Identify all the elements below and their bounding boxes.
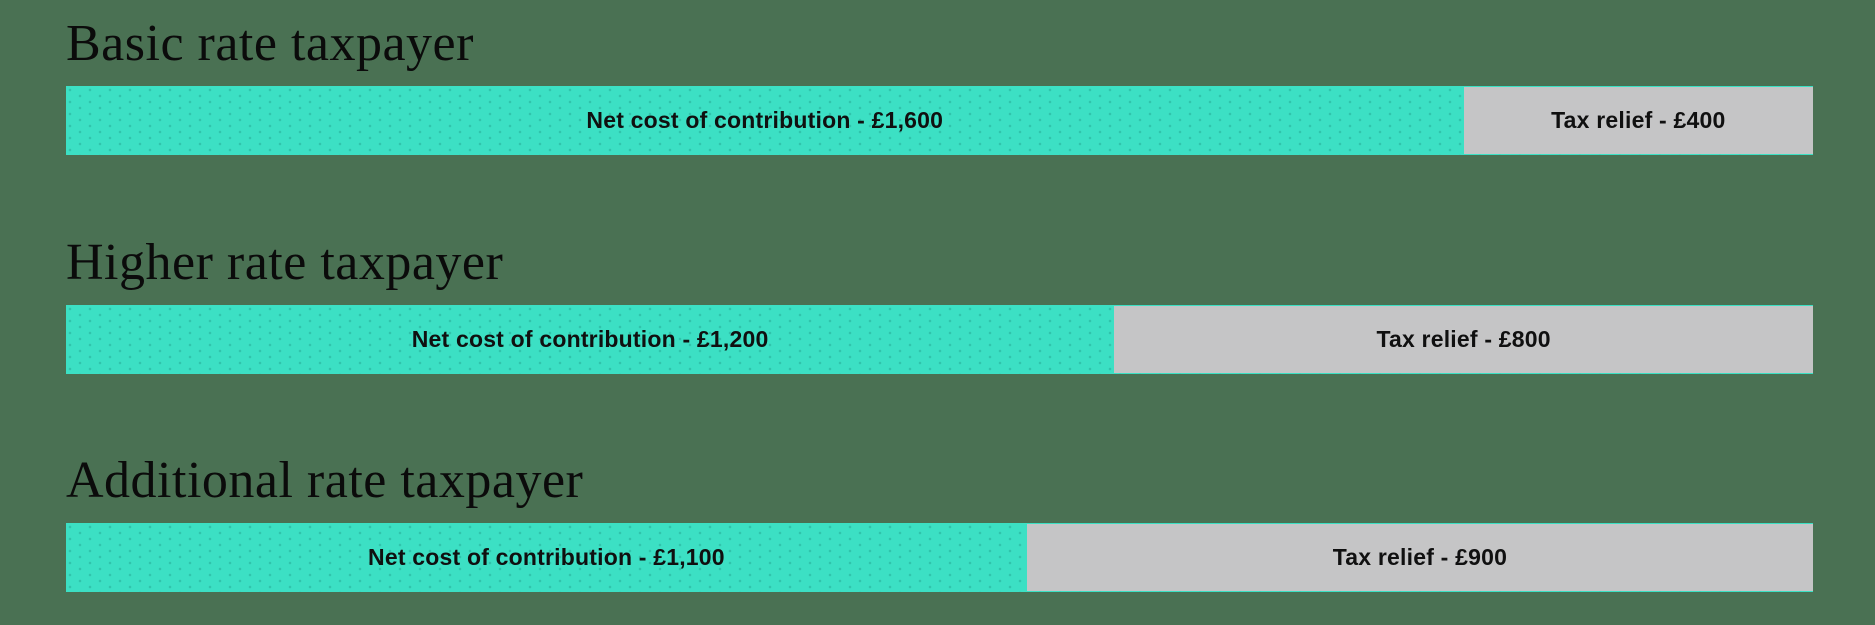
stacked-bar-additional-rate: Net cost of contribution - £1,100 Tax re…: [66, 523, 1813, 592]
tax-relief-segment: Tax relief - £800: [1114, 306, 1813, 373]
tax-relief-label: Tax relief - £900: [1332, 544, 1508, 570]
tax-relief-label: Tax relief - £800: [1376, 326, 1551, 352]
net-cost-segment: Net cost of contribution - £1,200: [66, 305, 1114, 374]
stacked-bar-higher-rate: Net cost of contribution - £1,200 Tax re…: [66, 305, 1813, 374]
net-cost-label: Net cost of contribution - £1,100: [368, 544, 725, 570]
net-cost-label: Net cost of contribution - £1,200: [411, 326, 769, 352]
tax-relief-segment: Tax relief - £900: [1026, 524, 1813, 591]
row-heading-additional-rate: Additional rate taxpayer: [66, 452, 584, 509]
chart-row-higher-rate: Higher rate taxpayer Net cost of contrib…: [66, 237, 1813, 374]
stacked-bar-basic-rate: Net cost of contribution - £1,600 Tax re…: [66, 86, 1813, 155]
net-cost-segment: Net cost of contribution - £1,100: [66, 523, 1027, 592]
chart-row-basic-rate: Basic rate taxpayer Net cost of contribu…: [66, 18, 1813, 155]
tax-relief-label: Tax relief - £400: [1551, 107, 1726, 133]
tax-relief-segment: Tax relief - £400: [1463, 87, 1813, 154]
row-heading-higher-rate: Higher rate taxpayer: [66, 234, 504, 291]
chart-row-additional-rate: Additional rate taxpayer Net cost of con…: [66, 455, 1813, 592]
net-cost-label: Net cost of contribution - £1,600: [586, 107, 944, 133]
net-cost-segment: Net cost of contribution - £1,600: [66, 86, 1464, 155]
row-heading-basic-rate: Basic rate taxpayer: [66, 15, 474, 72]
